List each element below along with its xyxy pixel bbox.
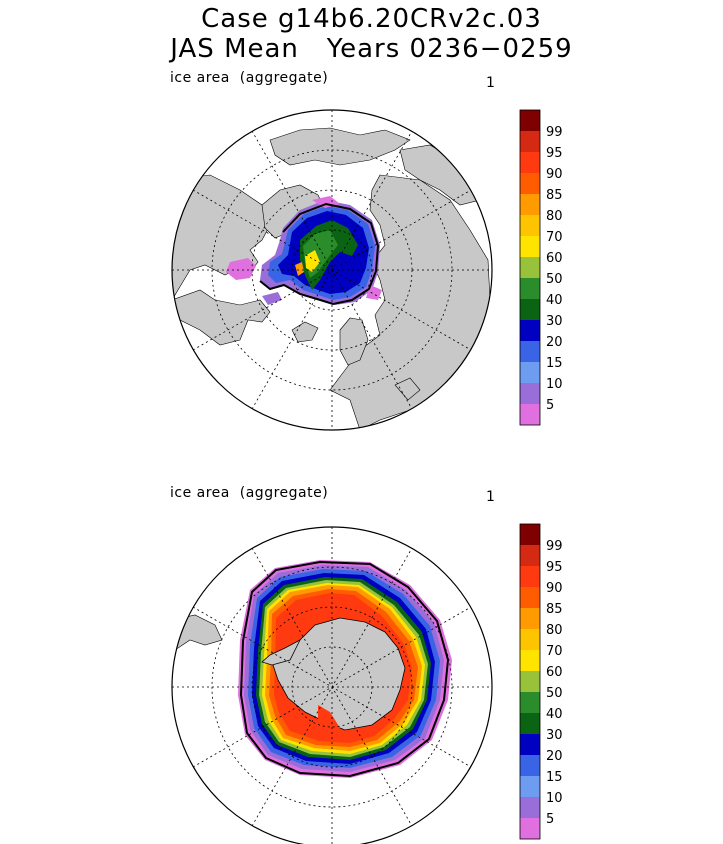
colorbar-north-label: 30 bbox=[546, 314, 563, 329]
colorbar-south-label: 5 bbox=[546, 812, 554, 827]
colorbar-north-swatch bbox=[520, 173, 540, 194]
colorbar-north-swatch bbox=[520, 383, 540, 404]
colorbar-north-swatch bbox=[520, 131, 540, 152]
colorbar-north-label: 95 bbox=[546, 146, 563, 161]
figure-title-line2: JAS Mean Years 0236−0259 bbox=[170, 34, 573, 64]
colorbar-north-label: 80 bbox=[546, 209, 563, 224]
colorbar-south-swatch bbox=[520, 629, 540, 650]
colorbar-south-label: 60 bbox=[546, 665, 563, 680]
colorbar-south-swatch bbox=[520, 734, 540, 755]
colorbar-south-label: 70 bbox=[546, 644, 563, 659]
colorbar-south-swatch bbox=[520, 587, 540, 608]
colorbar-south-label: 30 bbox=[546, 728, 563, 743]
south-polar-map bbox=[171, 526, 493, 844]
colorbar-north-frame bbox=[519, 109, 541, 426]
colorbar-north-swatch bbox=[520, 257, 540, 278]
colorbar-north-swatch bbox=[520, 299, 540, 320]
north-sea-ice bbox=[226, 196, 382, 306]
colorbar-north-label: 99 bbox=[546, 125, 563, 140]
colorbar-south-swatch bbox=[520, 650, 540, 671]
colorbar-north-swatch bbox=[520, 341, 540, 362]
colorbar-north-label: 5 bbox=[546, 398, 554, 413]
colorbar-south-label: 15 bbox=[546, 770, 563, 785]
colorbar-north-label: 85 bbox=[546, 188, 563, 203]
colorbar-south-swatch bbox=[520, 776, 540, 797]
colorbar-south-swatch bbox=[520, 797, 540, 818]
colorbar-north-label: 10 bbox=[546, 377, 563, 392]
colorbar-south-swatch bbox=[520, 545, 540, 566]
panel-label-south: ice area (aggregate) bbox=[170, 485, 329, 501]
north-graticule bbox=[172, 110, 492, 430]
figure-title-line1: Case g14b6.20CRv2c.03 bbox=[201, 4, 542, 34]
colorbar-south: 99 95 90 85 80 70 60 50 40 30 20 15 10 5 bbox=[519, 523, 563, 840]
colorbar-north-swatch bbox=[520, 404, 540, 425]
colorbar-south-label: 80 bbox=[546, 623, 563, 638]
colorbar-south-label: 20 bbox=[546, 749, 563, 764]
colorbar-north-label: 70 bbox=[546, 230, 563, 245]
colorbar-south-label: 50 bbox=[546, 686, 563, 701]
colorbar-south-label: 10 bbox=[546, 791, 563, 806]
colorbar-south-swatch bbox=[520, 566, 540, 587]
colorbar-north-swatch bbox=[520, 110, 540, 131]
panel-number-north: 1 bbox=[486, 75, 495, 91]
colorbar-south-swatch bbox=[520, 713, 540, 734]
panel-number-south: 1 bbox=[486, 489, 495, 505]
south-map-border bbox=[171, 526, 493, 844]
colorbar-south-frame bbox=[519, 523, 541, 840]
colorbar-south-swatch bbox=[520, 608, 540, 629]
colorbar-south-label: 90 bbox=[546, 581, 563, 596]
north-map-border bbox=[171, 109, 493, 431]
colorbar-north-label: 15 bbox=[546, 356, 563, 371]
colorbar-south-swatch bbox=[520, 818, 540, 839]
colorbar-south-swatch bbox=[520, 692, 540, 713]
colorbar-north-swatch bbox=[520, 215, 540, 236]
colorbar-north-label: 20 bbox=[546, 335, 563, 350]
colorbar-south-swatch bbox=[520, 524, 540, 545]
colorbar-south-swatch bbox=[520, 755, 540, 776]
colorbar-north-swatch bbox=[520, 278, 540, 299]
colorbar-south-label: 99 bbox=[546, 539, 563, 554]
colorbar-north-swatch bbox=[520, 194, 540, 215]
colorbar-north-swatch bbox=[520, 236, 540, 257]
colorbar-south-label: 40 bbox=[546, 707, 563, 722]
colorbar-north: 99 95 90 85 80 70 60 50 40 30 20 15 10 5 bbox=[519, 109, 563, 426]
panel-label-north: ice area (aggregate) bbox=[170, 70, 329, 86]
north-land bbox=[172, 127, 491, 430]
colorbar-north-swatch bbox=[520, 152, 540, 173]
colorbar-north-label: 40 bbox=[546, 293, 563, 308]
north-polar-map bbox=[171, 109, 493, 431]
colorbar-south-label: 85 bbox=[546, 602, 563, 617]
colorbar-north-swatch bbox=[520, 362, 540, 383]
colorbar-north-label: 90 bbox=[546, 167, 563, 182]
colorbar-north-swatch bbox=[520, 320, 540, 341]
south-graticule bbox=[172, 527, 492, 844]
colorbar-north-label: 60 bbox=[546, 251, 563, 266]
colorbar-south-label: 95 bbox=[546, 560, 563, 575]
colorbar-south-swatch bbox=[520, 671, 540, 692]
colorbar-north-label: 50 bbox=[546, 272, 563, 287]
